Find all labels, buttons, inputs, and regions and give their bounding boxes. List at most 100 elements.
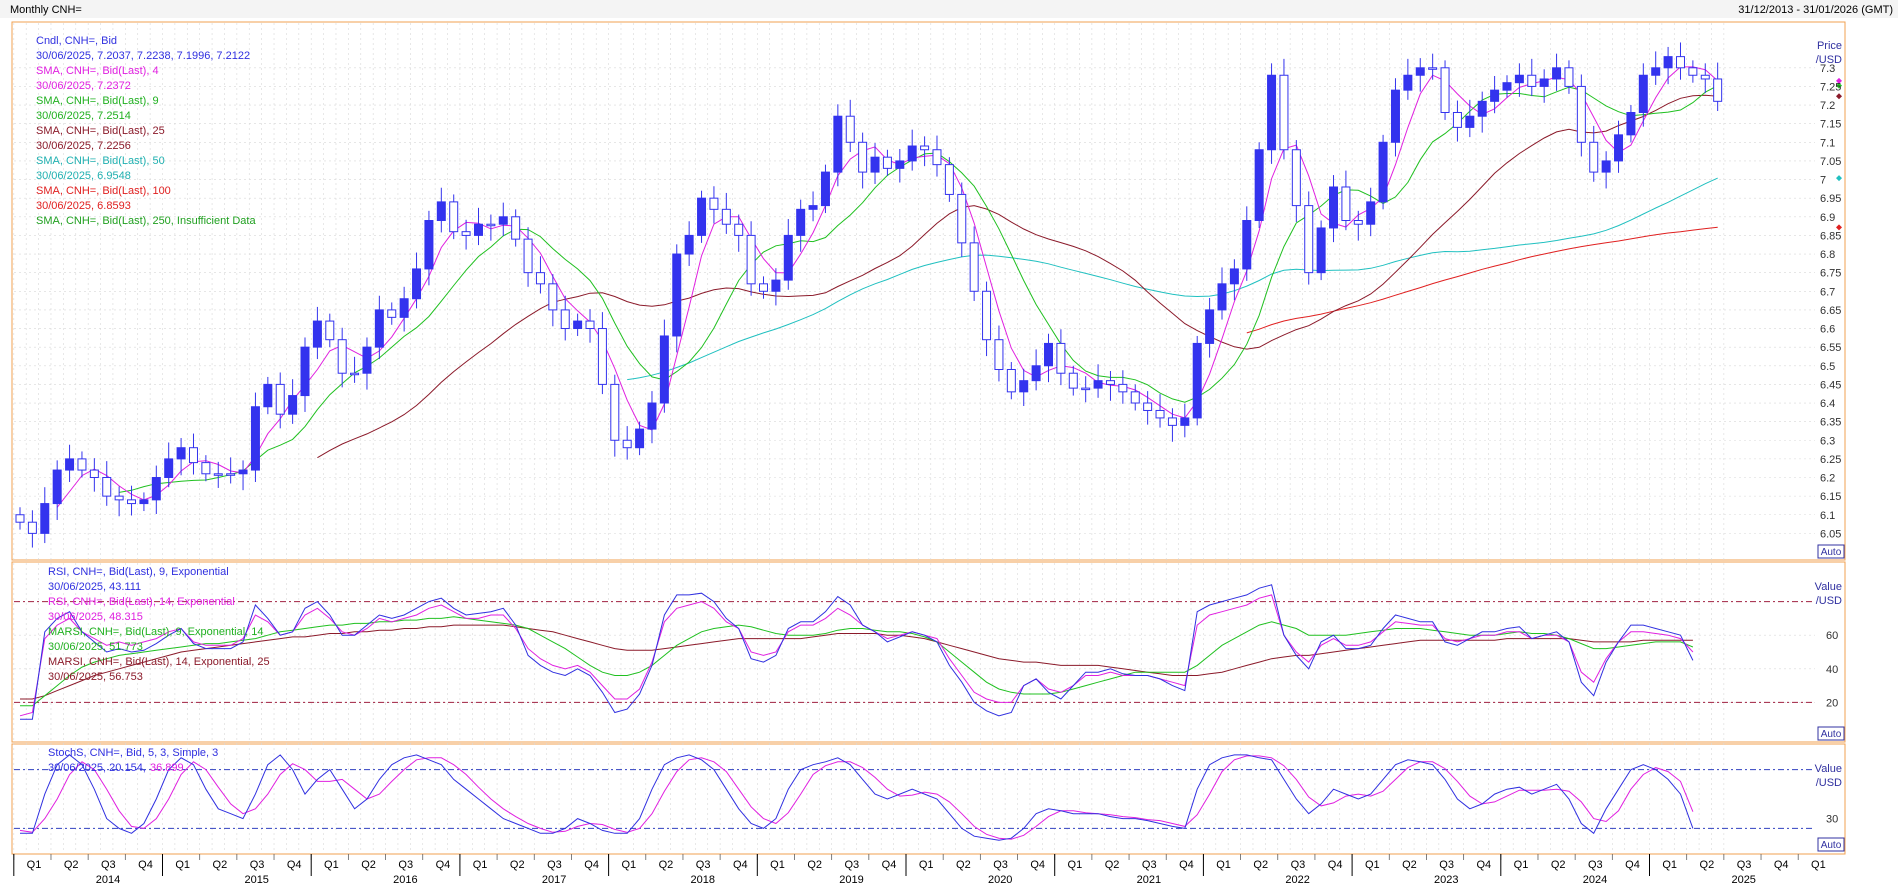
quarter-tick-label: Q3 <box>250 859 265 871</box>
candle-body-down <box>1068 372 1078 389</box>
candle <box>1006 362 1016 400</box>
price-tick-label: 6.5 <box>1820 361 1835 373</box>
candle-body-up <box>424 220 434 270</box>
candle <box>1688 60 1698 83</box>
candle <box>350 356 360 383</box>
candle-body-down <box>969 242 979 292</box>
quarter-tick-label: Q4 <box>1328 859 1343 871</box>
price-tick-label: 6.1 <box>1820 510 1835 522</box>
candle-body-up <box>40 503 50 534</box>
stoch-auto-button[interactable]: Auto <box>1817 837 1845 852</box>
year-tick-label: 2025 <box>1731 874 1755 886</box>
candle-body-down <box>721 208 731 225</box>
rsi-auto-button[interactable]: Auto <box>1817 726 1845 741</box>
candle-body-up <box>374 309 384 348</box>
candle <box>1477 91 1487 133</box>
candle <box>1192 335 1202 426</box>
marsi9-line <box>20 616 1694 707</box>
axis-value-marker <box>1836 77 1842 84</box>
quarter-tick-label: Q2 <box>1253 859 1268 871</box>
stoch-panel <box>11 743 1846 855</box>
quarter-tick-label: Q4 <box>733 859 748 871</box>
price-tick-label: 7.1 <box>1820 137 1835 149</box>
candle-body-down <box>1081 387 1091 391</box>
candle-body-up <box>1465 115 1475 128</box>
legend_stoch-legend-line: 30/06/2025, 20.154, <box>48 762 146 774</box>
legend_price-legend-line: SMA, CNH=, Bid(Last), 9 <box>36 95 159 107</box>
quarter-tick-label: Q1 <box>27 859 42 871</box>
candle <box>250 392 260 482</box>
candle-body-up <box>399 298 409 318</box>
candle-body-down <box>1452 111 1462 128</box>
candle-body-down <box>535 272 545 285</box>
candle <box>870 143 880 185</box>
candle <box>1638 63 1648 127</box>
candle-body-down <box>858 141 868 173</box>
legend_price-legend-line: SMA, CNH=, Bid(Last), 100 <box>36 185 171 197</box>
candle <box>77 451 87 478</box>
quarter-tick-label: Q2 <box>1402 859 1417 871</box>
candle <box>1614 120 1624 173</box>
quarter-tick-label: Q2 <box>64 859 79 871</box>
candle-body-up <box>312 320 322 348</box>
candle-body-down <box>548 283 558 311</box>
price-tick-label: 6.2 <box>1820 473 1835 485</box>
candle-body-up <box>1031 365 1041 382</box>
candle-body-up <box>1019 380 1029 393</box>
quarter-tick-label: Q1 <box>1811 859 1826 871</box>
candle-body-down <box>102 477 112 497</box>
quarter-tick-label: Q1 <box>1216 859 1231 871</box>
candle-body-down <box>1440 67 1450 113</box>
candle-body-down <box>1341 186 1351 222</box>
candle <box>969 226 979 301</box>
candle-body-up <box>771 279 781 292</box>
candle-body-down <box>201 462 211 475</box>
sma50-line <box>627 177 1718 381</box>
quarter-tick-label: Q4 <box>1625 859 1640 871</box>
candle <box>1341 170 1351 231</box>
candle <box>957 182 967 258</box>
candle-body-up <box>1192 342 1202 419</box>
legend_price-legend-line: 30/06/2025, 6.9548 <box>36 170 131 182</box>
candle-body-up <box>498 216 508 225</box>
candle <box>1019 368 1029 406</box>
candle-body-down <box>275 383 285 415</box>
candle-body-down <box>350 372 360 376</box>
candle <box>759 276 768 299</box>
candle <box>1105 370 1115 401</box>
stoch-axis-title: Value <box>1815 763 1842 775</box>
price-tick-label: 6.35 <box>1820 417 1841 429</box>
legend_stoch-legend-line: 36.899 <box>150 762 184 774</box>
candle <box>337 327 347 388</box>
candle <box>486 214 496 241</box>
candle <box>139 492 149 512</box>
price-axis-title: Price <box>1817 40 1842 52</box>
candle <box>1713 62 1723 112</box>
stoch-auto-label: Auto <box>1821 840 1842 851</box>
candle <box>1440 60 1450 120</box>
candle <box>721 192 731 234</box>
candle <box>684 221 694 266</box>
year-tick-label: 2022 <box>1285 874 1309 886</box>
quarter-tick-label: Q3 <box>398 859 413 871</box>
header-bar <box>0 0 1898 18</box>
legend_price-legend-line: 30/06/2025, 7.2372 <box>36 80 131 92</box>
candle <box>1527 58 1537 97</box>
candle <box>1254 142 1264 228</box>
rsi-auto-label: Auto <box>1821 729 1842 740</box>
candle-body-down <box>957 193 967 244</box>
price-auto-button[interactable]: Auto <box>1817 544 1845 559</box>
quarter-tick-label: Q3 <box>1737 859 1752 871</box>
price-tick-label: 7.2 <box>1820 100 1835 112</box>
candle-body-down <box>1353 220 1363 225</box>
candle-body-down <box>523 238 533 274</box>
candle <box>275 372 285 429</box>
quarter-tick-label: Q3 <box>1142 859 1157 871</box>
year-tick-label: 2019 <box>839 874 863 886</box>
candle-body-up <box>151 477 161 501</box>
candle <box>622 426 632 460</box>
candle <box>659 319 669 413</box>
candle <box>1366 187 1376 237</box>
quarter-tick-label: Q3 <box>845 859 860 871</box>
candle <box>1651 51 1661 85</box>
